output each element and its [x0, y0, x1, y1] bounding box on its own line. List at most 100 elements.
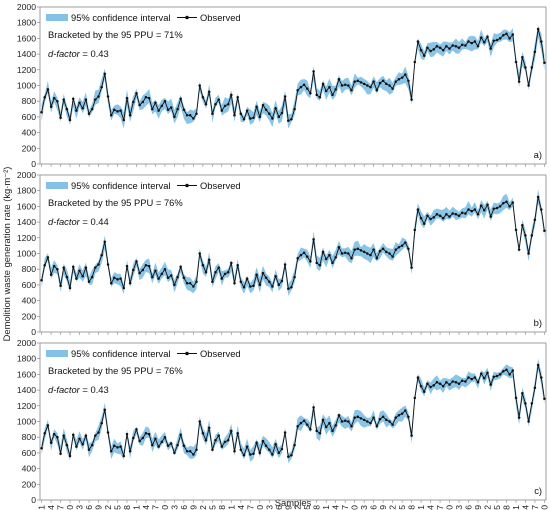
observed-point: [147, 264, 151, 268]
observed-point: [293, 443, 296, 447]
x-tick-label: 94: [331, 505, 341, 510]
observed-point: [378, 417, 382, 421]
observed-point: [138, 103, 141, 107]
observed-point: [410, 266, 413, 269]
observed-point: [470, 41, 473, 45]
observed-point: [334, 424, 337, 427]
observed-point: [318, 264, 322, 267]
observed-point: [220, 445, 224, 448]
y-tick-label: 1800: [17, 18, 36, 28]
x-tick-label: 142: [483, 505, 493, 510]
observed-point: [362, 82, 366, 86]
observed-point: [476, 381, 480, 384]
observed-point: [483, 209, 486, 212]
observed-point: [372, 248, 375, 251]
observed-point: [290, 118, 293, 121]
observed-point: [211, 280, 214, 284]
observed-point: [173, 451, 176, 455]
observed-point: [296, 88, 299, 92]
x-tick-label: 160: [539, 505, 549, 510]
observed-point: [128, 450, 132, 453]
observed-point: [122, 118, 126, 122]
observed-point: [147, 432, 151, 436]
observed-point: [517, 248, 521, 251]
observed-point: [252, 116, 255, 119]
observed-point: [97, 95, 100, 98]
observed-point: [280, 447, 284, 451]
observed-point: [182, 276, 186, 280]
legend-line-label: Observed: [200, 180, 241, 191]
observed-point: [245, 445, 249, 448]
legend-band-swatch: [46, 350, 68, 357]
observed-point: [100, 85, 103, 89]
observed-point: [125, 96, 129, 100]
x-tick-label: 58: [217, 505, 227, 510]
observed-point: [470, 377, 473, 381]
observed-point: [388, 420, 391, 423]
observed-point: [154, 437, 157, 441]
observed-point: [68, 118, 72, 122]
observed-point: [353, 248, 356, 251]
y-tick-label: 1800: [17, 354, 36, 364]
y-tick-label: 600: [22, 280, 37, 290]
observed-point: [426, 46, 429, 50]
observed-point: [347, 252, 350, 255]
legend-band-label: 95% confidence interval: [71, 12, 171, 23]
observed-point: [147, 96, 151, 100]
observed-point: [182, 444, 186, 448]
observed-point: [68, 454, 72, 458]
x-tick-label: 31: [132, 505, 142, 510]
observed-point: [176, 443, 179, 447]
observed-point: [204, 271, 208, 274]
observed-point: [135, 260, 138, 263]
observed-point: [233, 282, 236, 285]
observed-point: [141, 436, 145, 440]
x-tick-label: 46: [179, 505, 189, 510]
observed-point: [438, 214, 442, 218]
observed-point: [71, 265, 75, 269]
x-tick-label: 73: [264, 505, 274, 510]
observed-point: [226, 439, 230, 442]
observed-point: [84, 98, 88, 101]
observed-point: [394, 248, 398, 251]
observed-point: [287, 119, 290, 123]
observed-point: [321, 418, 325, 422]
observed-point: [201, 432, 205, 435]
y-tick-label: 0: [31, 159, 36, 169]
observed-point: [476, 213, 480, 216]
observed-point: [505, 32, 508, 35]
panel-label: b): [534, 317, 542, 328]
observed-point: [362, 250, 366, 254]
observed-point: [106, 263, 110, 266]
x-tick-label: 19: [94, 505, 104, 510]
observed-point: [179, 97, 182, 101]
observed-point: [264, 276, 268, 280]
legend-line-label: Observed: [200, 348, 241, 359]
observed-point: [116, 110, 119, 113]
observed-point: [40, 278, 43, 282]
x-tick-label: 7: [56, 505, 66, 510]
observed-point: [508, 205, 511, 208]
observed-point: [179, 433, 182, 437]
observed-point: [451, 44, 454, 47]
observed-point: [220, 277, 224, 280]
observed-point: [46, 424, 50, 427]
observed-point: [312, 238, 315, 241]
x-tick-label: 157: [530, 505, 540, 510]
observed-point: [192, 117, 195, 120]
observed-point: [309, 260, 312, 263]
observed-point: [356, 415, 360, 419]
bracketed-annotation: Bracketed by the 95 PPU = 76%: [48, 365, 183, 376]
observed-point: [132, 100, 135, 104]
observed-point: [391, 87, 394, 90]
observed-point: [543, 229, 546, 232]
observed-point: [492, 207, 496, 211]
observed-point: [141, 268, 145, 272]
observed-point: [514, 396, 518, 400]
y-tick-label: 1000: [17, 81, 36, 91]
x-tick-label: 121: [416, 505, 426, 510]
observed-point: [59, 452, 62, 455]
observed-point: [498, 205, 502, 208]
observed-point: [479, 204, 483, 207]
x-tick-label: 10: [65, 505, 75, 510]
